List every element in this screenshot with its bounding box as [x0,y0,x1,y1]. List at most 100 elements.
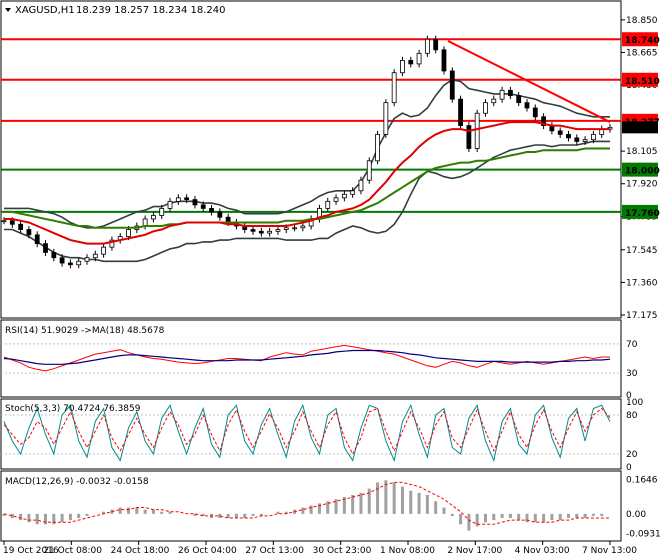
candle-body [557,130,563,135]
candle-body [366,160,372,181]
x-tick-label: 2 Nov 17:00 [447,546,502,556]
level-tag-18.740 [622,32,658,47]
macd-label: MACD(12,26,9) -0.0032 -0.0158 [5,477,149,487]
candle-body [283,227,289,230]
x-tick-label: 19 Oct 2016 [3,546,59,556]
price-layer [1,35,621,269]
rsi-tick-label: 70 [626,340,638,350]
x-tick-label: 7 Nov 13:00 [582,546,637,556]
candle-body [483,102,488,114]
candle-body [532,107,538,118]
candle-body [84,257,90,262]
candle-body [383,102,389,135]
candle-body [541,116,546,126]
candle-body [574,137,580,142]
candle-body [267,230,273,234]
x-tick-label: 27 Oct 13:00 [245,546,304,556]
candle-body [441,49,447,72]
candle-body [300,225,306,229]
price-tick-label: 17.360 [626,278,658,288]
candle-body [582,139,588,142]
candle-body [200,204,206,209]
ma-fast-line [4,121,610,245]
candle-body [175,197,181,202]
stoch-layer [1,403,621,463]
candle-body [358,179,364,192]
level-tag-17.760 [622,204,658,219]
price-panel[interactable] [0,0,622,319]
candle-body [566,133,571,139]
level-tag-text-18.510: 18.510 [625,77,660,87]
stoch-tick-label: 20 [626,450,638,460]
candle-body [159,207,165,216]
collapse-triangle-icon[interactable] [5,8,11,12]
candle-body [524,102,530,109]
stoch-signal-line [3,407,611,456]
candle-body [151,215,156,220]
candle-body [217,211,223,218]
candle-body [499,89,505,100]
rsi-layer [1,343,621,374]
x-tick-label: 26 Oct 04:00 [178,546,237,556]
candle-body [507,89,513,97]
level-tag-18.510 [622,72,658,87]
candle-body [590,133,596,141]
candle-body [491,98,497,104]
candle-body [424,38,430,54]
candle-body [92,253,98,259]
axis-layer: 18.85018.66518.48018.10517.92017.73517.5… [3,16,660,556]
candle-body [408,59,414,65]
candle-body [325,200,331,209]
x-tick-label: 4 Nov 03:00 [515,546,570,556]
candle-body [516,95,522,104]
level-tag-text-17.760: 17.760 [625,209,660,219]
stoch-tick-label: 0 [626,463,632,473]
candle-body [474,112,480,149]
candle-body [433,38,439,51]
candle-body [333,197,339,202]
candle-body [167,200,173,209]
macd-signal-line [3,481,610,525]
x-tick-label: 24 Oct 18:00 [111,546,170,556]
candle-body [109,239,115,248]
macd-tick-label: -0.0931 [626,529,660,539]
stoch-tick-label: 100 [626,398,643,408]
price-tick-label: 18.665 [626,48,658,58]
level-tag-text-18.000: 18.000 [625,167,660,177]
stoch-tick-label: 80 [626,411,638,421]
candle-body [350,190,356,195]
candle-body [126,229,131,237]
candle-body [400,59,405,74]
candle-body [416,52,422,65]
chart-ohlc: 18.239 18.257 18.234 18.240 [76,5,226,16]
candle-body [9,220,15,225]
level-tag-18.000 [622,162,658,177]
current-price-text: 18.240 [625,124,657,134]
price-tick-label: 18.105 [626,147,658,157]
candle-body [449,70,455,100]
ma-slow-line [4,147,610,229]
candle-body [59,257,65,264]
price-tick-label: 18.850 [626,16,658,26]
macd-tick-label: 0.00 [626,510,646,520]
rsi-tick-label: 0 [626,391,632,401]
current-price-tag [622,121,658,134]
rsi-ma-line [3,349,611,365]
rsi-tick-label: 30 [626,369,638,379]
candle-body [258,230,264,234]
trendline-resistance [447,40,611,123]
candle-body [1,220,7,223]
rsi-label: RSI(14) 51.9029 ->MA(18) 48.5678 [5,326,165,336]
candle-body [391,72,397,104]
candle-body [375,133,380,162]
macd-tick-label: 0.1646 [626,475,658,485]
rsi-line [3,344,610,372]
candle-body [209,207,214,213]
price-tick-label: 17.545 [626,246,658,256]
x-tick-label: 21 Oct 08:00 [43,546,102,556]
candle-body [466,125,472,149]
candle-body [43,243,48,253]
candle-body [34,234,40,245]
candle-body [51,252,57,259]
